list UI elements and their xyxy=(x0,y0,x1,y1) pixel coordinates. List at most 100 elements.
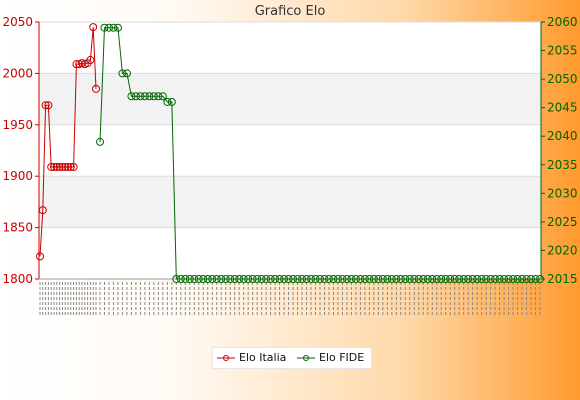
data-point-elo-fide xyxy=(351,275,360,283)
data-point-elo-italia xyxy=(52,162,61,171)
legend-label-elo-italia: Elo Italia xyxy=(239,351,287,364)
data-point-elo-fide xyxy=(401,275,410,283)
chart-title: Grafico Elo xyxy=(254,4,326,19)
data-point-elo-italia xyxy=(89,23,98,32)
data-point-elo-italia xyxy=(44,101,53,110)
data-point-elo-fide xyxy=(122,69,131,78)
data-point-elo-fide xyxy=(127,92,136,101)
series-line-elo-italia xyxy=(39,27,97,257)
data-point-elo-fide xyxy=(316,275,324,283)
y-right-tick-label: 2030 xyxy=(547,186,578,200)
grid-band xyxy=(39,73,541,125)
data-point-elo-fide xyxy=(271,275,280,283)
data-point-elo-italia xyxy=(41,101,50,110)
y-right-tick-label: 2020 xyxy=(547,243,578,257)
data-point-elo-fide xyxy=(513,275,522,283)
y-right-tick-label: 2040 xyxy=(547,129,578,143)
data-point-elo-fide xyxy=(518,275,527,283)
data-point-elo-italia xyxy=(92,84,100,93)
data-point-elo-fide xyxy=(262,275,271,283)
data-point-elo-fide xyxy=(212,275,221,283)
data-point-elo-fide xyxy=(419,275,428,283)
data-point-elo-fide xyxy=(459,275,468,283)
data-point-elo-fide xyxy=(136,92,145,101)
data-point-elo-fide xyxy=(131,92,140,101)
data-point-elo-italia xyxy=(61,162,70,171)
data-point-elo-fide xyxy=(140,92,149,101)
data-point-elo-fide xyxy=(360,275,369,283)
data-point-elo-fide xyxy=(118,69,127,78)
data-point-elo-fide xyxy=(203,275,212,283)
data-point-elo-fide xyxy=(441,275,450,283)
data-point-elo-italia xyxy=(64,162,72,171)
data-point-elo-fide xyxy=(208,275,217,283)
data-point-elo-fide xyxy=(414,275,423,283)
data-point-elo-fide xyxy=(298,275,307,283)
data-point-elo-fide xyxy=(158,92,167,101)
data-point-elo-fide xyxy=(464,275,473,283)
y-right-tick-label: 2045 xyxy=(547,101,578,115)
data-point-elo-fide xyxy=(293,275,302,283)
data-point-elo-fide xyxy=(473,275,482,283)
data-point-elo-fide xyxy=(311,275,320,283)
data-point-elo-fide xyxy=(477,275,486,283)
data-point-elo-fide xyxy=(495,275,504,283)
data-point-elo-fide xyxy=(342,275,351,283)
data-point-elo-fide xyxy=(302,275,311,283)
data-point-elo-fide xyxy=(504,275,513,283)
data-point-elo-fide xyxy=(194,275,203,283)
data-point-elo-fide xyxy=(145,92,154,101)
data-point-elo-fide xyxy=(96,137,104,146)
data-point-elo-fide xyxy=(307,275,316,283)
data-point-elo-fide xyxy=(531,275,540,283)
y-right-tick-label: 2050 xyxy=(547,72,578,86)
data-point-elo-fide xyxy=(167,97,176,106)
data-point-elo-fide xyxy=(468,275,477,283)
data-point-elo-fide xyxy=(450,275,459,283)
data-point-elo-fide xyxy=(226,275,235,283)
y-left-tick-label: 1800 xyxy=(2,272,33,286)
legend: Elo Italia Elo FIDE xyxy=(212,347,372,369)
data-point-elo-fide xyxy=(266,275,275,283)
y-left-tick-label: 1900 xyxy=(2,169,33,183)
data-point-elo-fide xyxy=(320,275,329,283)
data-point-elo-fide xyxy=(387,275,396,283)
data-point-elo-fide xyxy=(154,92,163,101)
data-point-elo-fide xyxy=(181,275,190,283)
data-point-elo-fide xyxy=(437,275,446,283)
data-point-elo-fide xyxy=(536,275,544,283)
data-point-elo-fide xyxy=(149,92,158,101)
data-point-elo-fide xyxy=(509,275,518,283)
data-point-elo-italia xyxy=(38,206,47,215)
data-point-elo-fide xyxy=(428,275,437,283)
data-point-elo-italia xyxy=(72,60,81,69)
series-line-elo-fide xyxy=(99,27,540,280)
legend-label-elo-fide: Elo FIDE xyxy=(319,351,365,364)
y-right-tick-label: 2015 xyxy=(547,272,578,286)
data-point-elo-fide xyxy=(284,275,293,283)
y-left-tick-label: 1850 xyxy=(2,221,33,235)
plot-background xyxy=(39,22,541,279)
y-right-tick-label: 2060 xyxy=(547,15,578,29)
data-point-elo-italia xyxy=(69,162,78,171)
data-point-elo-fide xyxy=(369,275,378,283)
data-point-elo-fide xyxy=(392,275,401,283)
data-point-elo-fide xyxy=(378,275,387,283)
legend-swatch-elo-fide xyxy=(297,355,315,361)
data-point-elo-fide xyxy=(248,275,257,283)
data-point-elo-fide xyxy=(221,275,230,283)
data-point-elo-fide xyxy=(491,275,500,283)
data-point-elo-italia xyxy=(86,56,95,65)
data-point-elo-italia xyxy=(58,162,67,171)
data-point-elo-fide xyxy=(280,275,289,283)
data-point-elo-fide xyxy=(356,275,365,283)
data-point-elo-fide xyxy=(522,275,531,283)
data-point-elo-fide xyxy=(109,23,118,32)
data-point-elo-italia xyxy=(47,162,56,171)
data-point-elo-fide xyxy=(289,275,298,283)
data-point-elo-fide xyxy=(172,275,181,283)
data-point-elo-fide xyxy=(244,275,253,283)
data-point-elo-fide xyxy=(235,275,244,283)
